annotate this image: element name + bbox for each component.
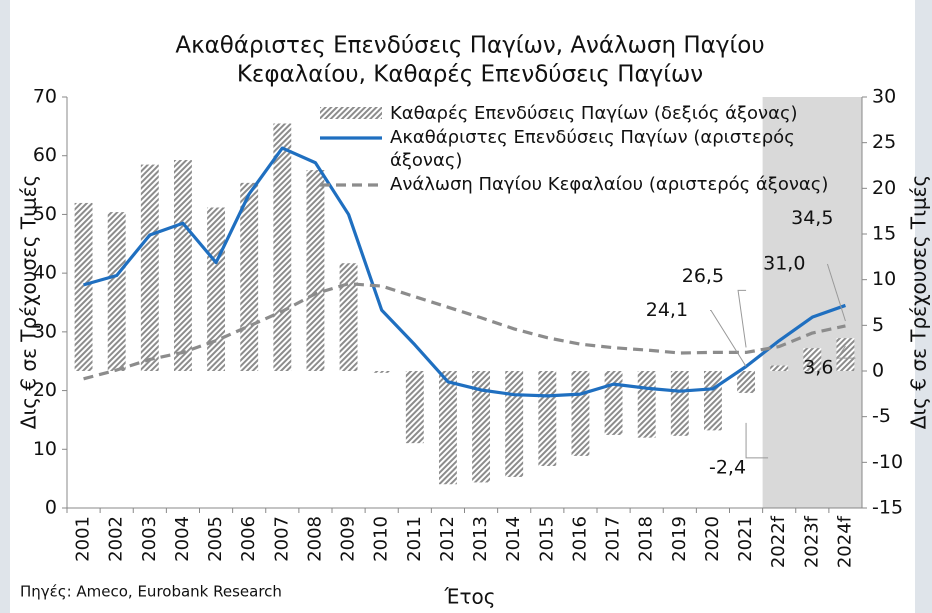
x-tick-label: 2004 <box>172 516 193 562</box>
legend-label: Ανάλωση Παγίου Κεφαλαίου (αριστερός άξον… <box>390 174 829 195</box>
x-tick-label: 2008 <box>304 516 325 562</box>
y2-tick-label: 20 <box>872 177 896 199</box>
label-leader <box>710 309 747 367</box>
legend-swatch-bar <box>320 107 382 119</box>
legend-label: Καθαρές Επενδύσεις Παγίων (δεξιός άξονας… <box>390 103 798 124</box>
x-tick-label: 2017 <box>603 516 624 562</box>
y2-tick-label: -15 <box>872 497 903 519</box>
bar <box>472 371 491 483</box>
bar <box>240 182 259 371</box>
y2-tick-label: 30 <box>872 86 896 108</box>
y-axis-label: Δις € σε Τρέχουσες Τιμές <box>17 175 41 429</box>
bar <box>273 123 292 371</box>
chart-title: Ακαθάριστες Επενδύσεις Παγίων, Ανάλωση Π… <box>175 33 764 59</box>
x-tick-label: 2015 <box>536 516 557 562</box>
x-tick-label: 2018 <box>636 516 657 562</box>
x-tick-label: 2024f <box>834 515 855 568</box>
x-tick-label: 2021 <box>735 516 756 562</box>
legend: Καθαρές Επενδύσεις Παγίων (δεξιός άξονας… <box>318 102 858 197</box>
forecast-shading <box>762 97 862 508</box>
label-leader <box>826 263 846 322</box>
legend-entry: Ανάλωση Παγίου Κεφαλαίου (αριστερός άξον… <box>318 173 858 196</box>
bar <box>207 207 226 371</box>
x-axis-label: Έτος <box>444 585 496 609</box>
y-tick-label: 0 <box>45 497 57 519</box>
legend-label: Ακαθάριστες Επενδύσεις Παγίων (αριστερός… <box>390 127 795 171</box>
y2-tick-label: 0 <box>872 360 884 382</box>
y2-tick-label: -10 <box>872 451 903 473</box>
y2-tick-label: 25 <box>872 131 896 153</box>
legend-swatch <box>320 183 382 187</box>
bar <box>438 371 457 485</box>
bar <box>571 371 590 456</box>
chart-title: Κεφαλαίου, Καθαρές Επενδύσεις Παγίων <box>237 62 703 88</box>
bar <box>836 338 855 371</box>
bar <box>770 365 789 371</box>
label-leader <box>836 345 856 359</box>
line <box>83 146 846 398</box>
label-leader <box>745 422 769 459</box>
bar <box>803 348 822 371</box>
y2-tick-label: 5 <box>872 314 884 336</box>
bar <box>538 371 557 466</box>
bar <box>173 160 192 371</box>
x-tick-label: 2022f <box>768 515 789 568</box>
bar <box>670 371 689 436</box>
y-tick-label: 70 <box>33 86 57 108</box>
x-tick-label: 2019 <box>669 516 690 562</box>
bar <box>140 164 159 371</box>
bar <box>306 170 325 371</box>
dashed-line <box>83 282 846 381</box>
data-label: 3,6 <box>803 357 833 379</box>
bar <box>372 371 391 373</box>
bar <box>505 371 524 477</box>
data-label: 24,1 <box>646 299 688 321</box>
bar <box>703 371 722 431</box>
label-leader <box>737 289 747 348</box>
x-tick-label: 2007 <box>271 516 292 562</box>
y-tick-label: 30 <box>33 320 57 342</box>
data-label: 31,0 <box>763 252 805 274</box>
x-tick-label: 2016 <box>569 516 590 562</box>
x-tick-label: 2020 <box>702 516 723 562</box>
bar <box>405 371 424 444</box>
source: Πηγές: Ameco, Eurobank Research <box>20 583 282 601</box>
y2-tick-label: -5 <box>872 405 891 427</box>
y-tick-label: 20 <box>33 379 57 401</box>
legend-swatch <box>320 107 382 119</box>
y2-axis-label: Δις € σε Τρέχουσες Τιμές <box>907 175 931 429</box>
y2-tick-label: 15 <box>872 223 896 245</box>
y-tick-label: 10 <box>33 438 57 460</box>
x-tick-label: 2001 <box>73 516 94 562</box>
data-label: 34,5 <box>791 207 833 229</box>
bar <box>74 202 93 371</box>
legend-entry: Καθαρές Επενδύσεις Παγίων (δεξιός άξονας… <box>318 102 858 125</box>
x-tick-label: 2012 <box>437 516 458 562</box>
data-label: 26,5 <box>682 265 724 287</box>
bar <box>604 371 623 435</box>
bar <box>339 263 358 371</box>
x-tick-label: 2014 <box>503 516 524 562</box>
x-tick-label: 2005 <box>205 516 226 562</box>
x-tick-label: 2003 <box>139 516 160 562</box>
x-tick-label: 2023f <box>801 515 822 568</box>
legend-entry: Ακαθάριστες Επενδύσεις Παγίων (αριστερός… <box>318 126 858 172</box>
x-tick-label: 2010 <box>371 516 392 562</box>
y-tick-label: 40 <box>33 262 57 284</box>
y-tick-label: 60 <box>33 144 57 166</box>
x-tick-label: 2013 <box>470 516 491 562</box>
y2-tick-label: 10 <box>872 268 896 290</box>
x-tick-label: 2011 <box>404 516 425 562</box>
x-tick-label: 2006 <box>238 516 259 562</box>
x-tick-label: 2009 <box>338 516 359 562</box>
bar <box>107 212 126 371</box>
x-tick-label: 2002 <box>106 516 127 562</box>
bar <box>637 371 656 438</box>
data-label: -2,4 <box>709 456 746 478</box>
bar <box>737 371 756 393</box>
y-tick-label: 50 <box>33 203 57 225</box>
legend-swatch <box>320 136 382 140</box>
